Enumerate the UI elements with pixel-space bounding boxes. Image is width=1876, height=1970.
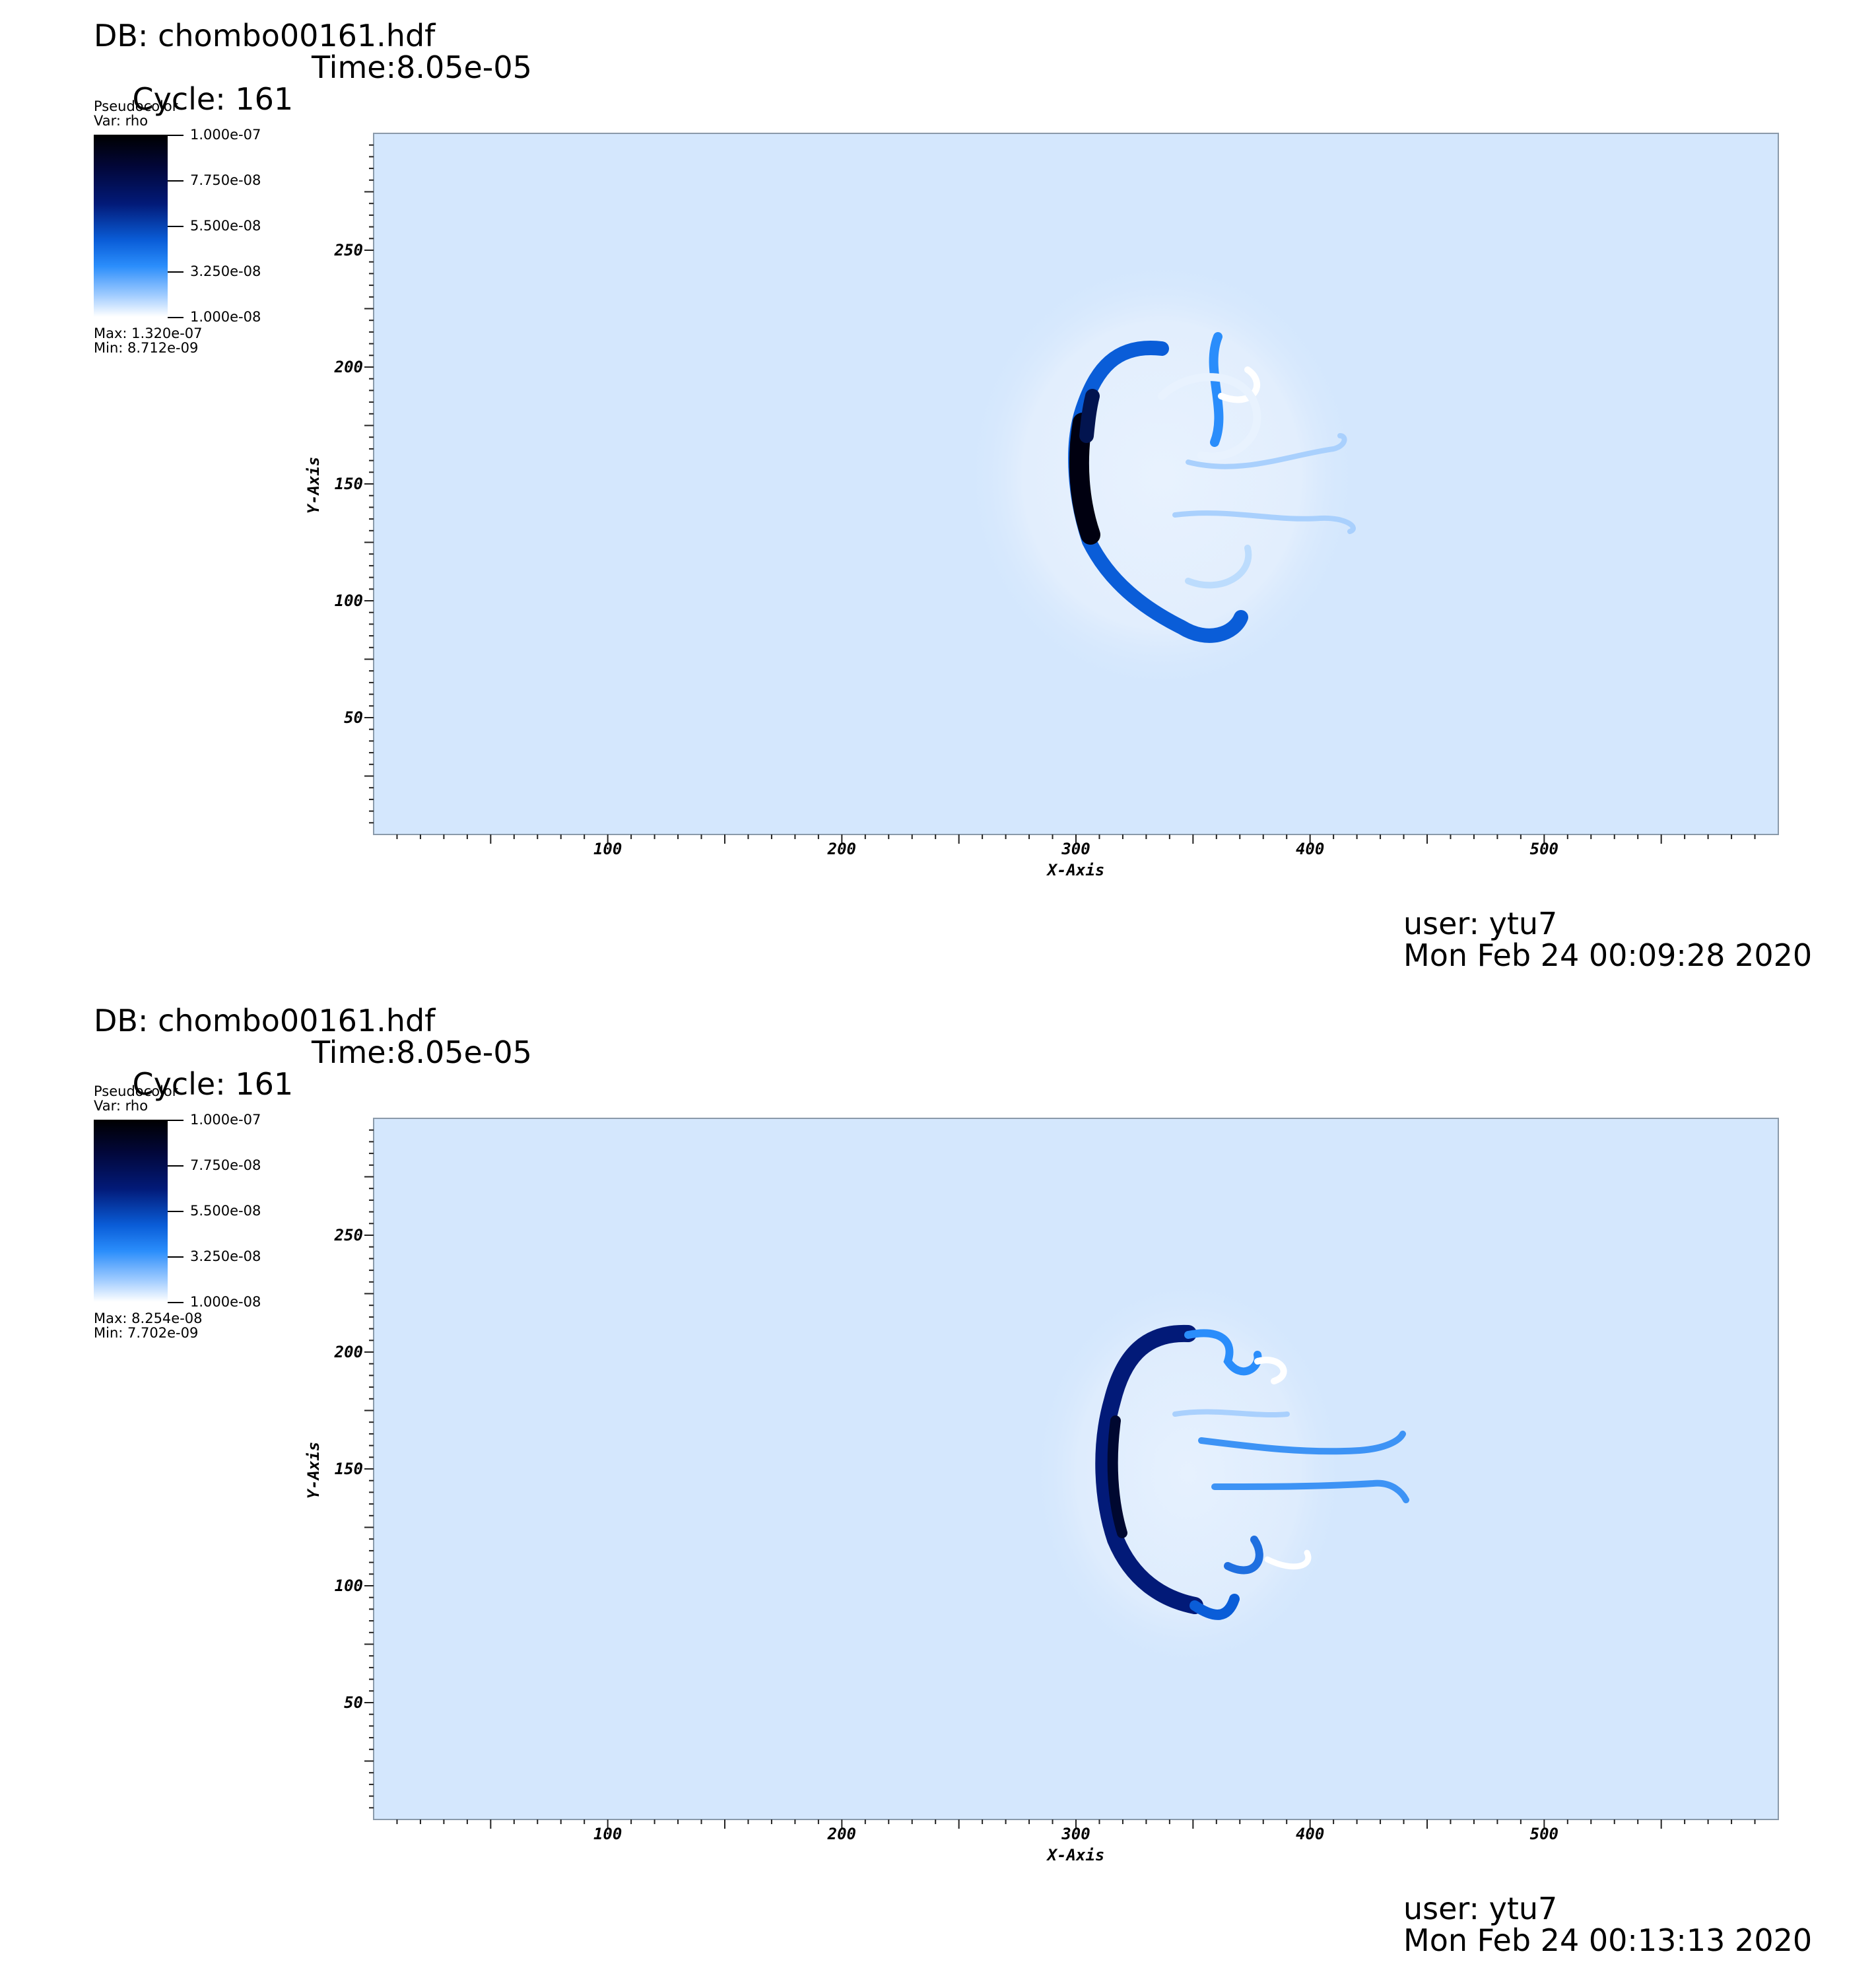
plot-svg: 100 200 300 400 500 50 100 150 200 250 X-Axis Y-A… — [304, 133, 1779, 879]
y-axis-title: Y-Axis — [304, 457, 323, 514]
plot-svg: 100 200 300 400 500 50 100 150 200 250 X-Axis Y-A… — [304, 1118, 1779, 1864]
y-tick-label: 200 — [334, 1343, 363, 1361]
x-tick-label: 200 — [827, 1825, 856, 1843]
y-tick-label: 150 — [335, 475, 363, 493]
y-tick-label: 100 — [335, 1577, 363, 1595]
legend-plot-type: Pseudocolor — [94, 98, 178, 114]
x-tick-label: 400 — [1296, 840, 1324, 858]
x-tick-label: 400 — [1296, 1825, 1324, 1843]
x-axis-title: X-Axis — [1046, 1846, 1105, 1864]
shock-front-dense — [1107, 1415, 1127, 1538]
colorbar-label: 7.750e-08 — [190, 172, 261, 188]
x-tick-label: 300 — [1061, 1825, 1090, 1843]
swirl-filament — [1218, 366, 1261, 403]
colorbar-tick — [168, 1256, 184, 1258]
panel-1: DB: chombo00161.hdf Cycle: 161 Time:8.05… — [94, 18, 1813, 973]
colorbar-label: 5.500e-08 — [190, 218, 261, 234]
time-label: Time:8.05e-05 — [312, 50, 532, 85]
x-tick-label: 100 — [593, 840, 622, 858]
y-tick-label: 100 — [335, 592, 363, 610]
x-tick-label: 500 — [1530, 840, 1558, 858]
colorbar — [94, 135, 168, 317]
colorbar — [94, 1120, 168, 1302]
colorbar-label: 1.000e-08 — [190, 1294, 261, 1310]
footer-date: Mon Feb 24 00:09:28 2020 — [1403, 937, 1813, 973]
swirl-filament — [1209, 332, 1224, 447]
y-tick-label: 50 — [344, 708, 363, 727]
time-label: Time:8.05e-05 — [312, 1035, 532, 1070]
colorbar-tick — [168, 226, 184, 227]
cycle-time-line: Cycle: 161 Time:8.05e-05 — [94, 1036, 532, 1163]
legend-min: Min: 8.712e-09 — [94, 340, 199, 356]
colorbar-label: 1.000e-07 — [190, 1112, 261, 1128]
swirl-filament — [1211, 1479, 1409, 1503]
y-tick-label: 250 — [334, 241, 363, 259]
colorbar-label: 1.000e-07 — [190, 127, 261, 143]
density-halo — [964, 257, 1360, 693]
swirl-filament — [1264, 1549, 1312, 1570]
cycle-label: Cycle: 161 — [132, 1066, 294, 1102]
panel-2: DB: chombo00161.hdf Cycle: 161 Time:8.05… — [0, 985, 1876, 1970]
x-axis-title: X-Axis — [1046, 861, 1105, 879]
swirl-filament — [1224, 1536, 1263, 1575]
y-axis-title: Y-Axis — [304, 1442, 323, 1499]
legend-plot-type: Pseudocolor — [94, 1083, 178, 1099]
footer-user: user: ytu7 — [1403, 906, 1558, 941]
colorbar-tick — [168, 135, 184, 136]
axes: 100 200 300 400 500 50 100 150 200 250 — [334, 1129, 1756, 1843]
legend-max: Max: 8.254e-08 — [94, 1310, 203, 1326]
density-halo — [1030, 1275, 1347, 1672]
y-tick-label: 200 — [334, 358, 363, 376]
swirl-filament — [1254, 1357, 1287, 1384]
colorbar-tick — [168, 1211, 184, 1212]
y-tick-label: 50 — [344, 1693, 363, 1712]
axes: 100 200 300 400 500 50 100 150 200 250 — [334, 144, 1756, 858]
db-title: DB: chombo00161.hdf — [94, 18, 436, 53]
x-tick-label: 300 — [1061, 840, 1090, 858]
legend-var: Var: rho — [94, 113, 149, 129]
colorbar-tick — [168, 180, 184, 182]
legend-min: Min: 7.702e-09 — [94, 1325, 199, 1341]
colorbar-label: 7.750e-08 — [190, 1157, 261, 1173]
x-tick-label: 200 — [827, 840, 856, 858]
y-tick-label: 250 — [334, 1226, 363, 1244]
swirl-filament — [1184, 1329, 1262, 1376]
colorbar-tick — [168, 1165, 184, 1167]
shock-front-dense — [1079, 389, 1100, 443]
legend-var: Var: rho — [94, 1098, 149, 1114]
colorbar-label: 1.000e-08 — [190, 309, 261, 325]
swirl-filament — [1172, 510, 1356, 534]
x-tick-label: 500 — [1530, 1825, 1558, 1843]
colorbar-label: 3.250e-08 — [190, 1248, 261, 1264]
colorbar-tick — [168, 1120, 184, 1121]
footer-date: Mon Feb 24 00:13:13 2020 — [1403, 1922, 1813, 1958]
x-tick-label: 100 — [593, 1825, 622, 1843]
footer-user: user: ytu7 — [1403, 1891, 1558, 1926]
colorbar-label: 3.250e-08 — [190, 263, 261, 279]
shock-front — [1189, 1594, 1240, 1620]
colorbar-tick — [168, 271, 184, 273]
cycle-time-line: Cycle: 161 Time:8.05e-05 — [94, 51, 532, 178]
cycle-label: Cycle: 161 — [132, 81, 294, 117]
swirl-filament — [1185, 545, 1252, 589]
legend-max: Max: 1.320e-07 — [94, 325, 203, 341]
swirl-filament — [1172, 1409, 1290, 1418]
colorbar-tick — [168, 1302, 184, 1303]
db-title: DB: chombo00161.hdf — [94, 1003, 436, 1038]
swirl-filament — [1186, 433, 1347, 469]
colorbar-label: 5.500e-08 — [190, 1203, 261, 1219]
swirl-filament — [1158, 373, 1261, 461]
colorbar-tick — [168, 317, 184, 318]
swirl-filament — [1198, 1431, 1406, 1455]
y-tick-label: 150 — [335, 1460, 363, 1478]
shock-front — [1095, 1324, 1203, 1614]
